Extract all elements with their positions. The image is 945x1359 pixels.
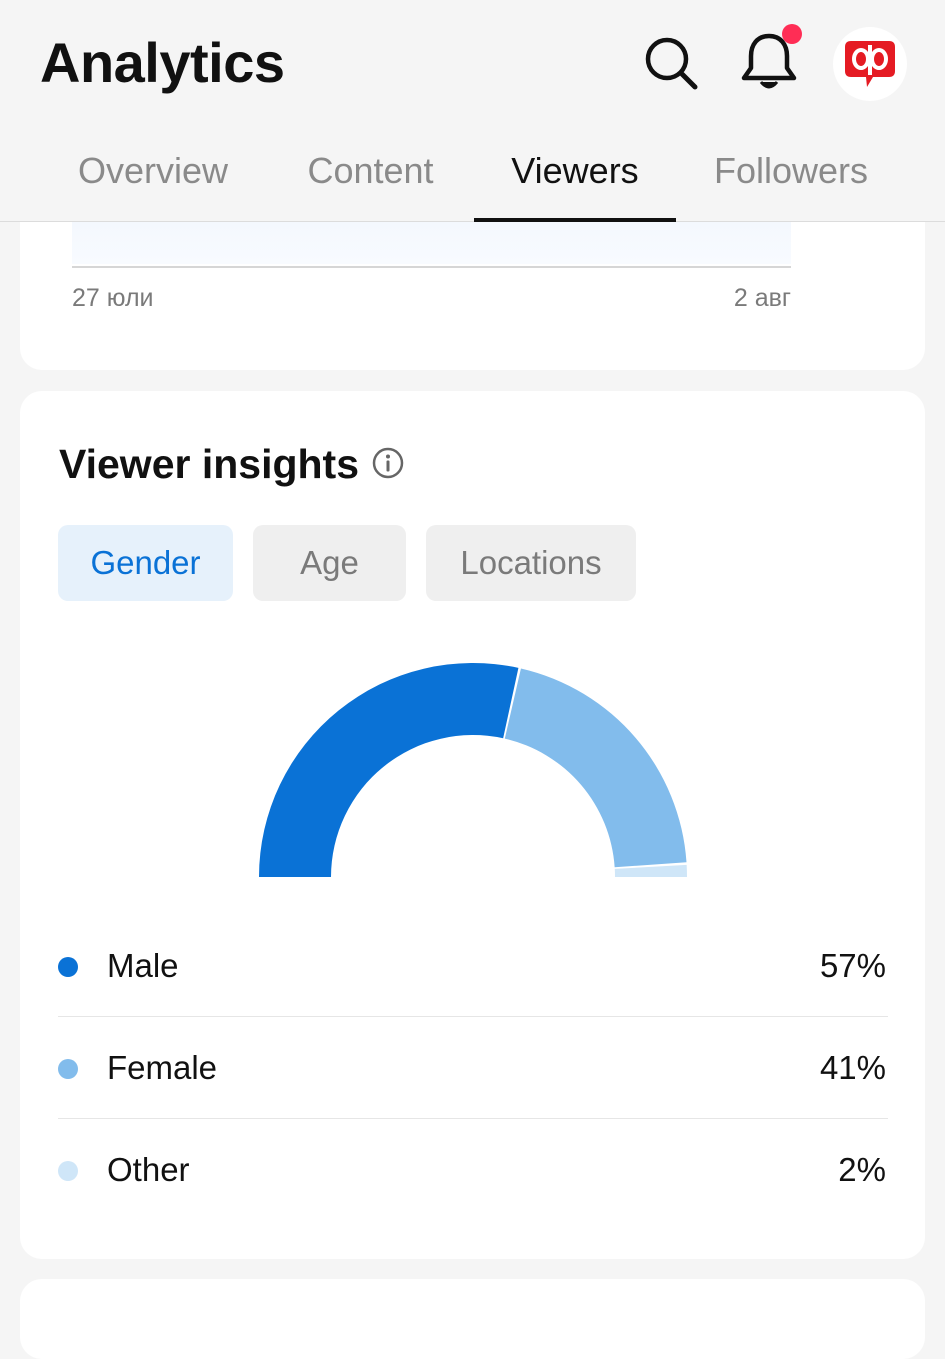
- trend-chart-x-axis: [72, 266, 791, 268]
- legend-value-female: 41%: [819, 1049, 886, 1086]
- filter-chip-age[interactable]: Age: [253, 525, 406, 601]
- tab-content[interactable]: Content: [302, 150, 439, 222]
- gender-semi-donut-chart: [259, 663, 687, 877]
- x-axis-end-label: 2 авг: [733, 284, 791, 312]
- legend-label-other: Other: [107, 1151, 190, 1188]
- chip-label: Age: [300, 544, 359, 581]
- trend-chart-card: 27 юли 2 авг: [20, 222, 925, 370]
- app-header: Analytics Overview Content Viewers: [0, 0, 945, 223]
- legend-value-male: 57%: [819, 947, 886, 984]
- legend-row-other: Other 2%: [58, 1119, 888, 1221]
- trend-chart-area: [72, 222, 791, 264]
- tab-label: Content: [307, 150, 434, 191]
- tab-followers[interactable]: Followers: [710, 150, 872, 222]
- tab-overview[interactable]: Overview: [74, 150, 232, 222]
- notifications-button[interactable]: [738, 24, 802, 94]
- x-axis-start-label: 27 юли: [72, 284, 154, 312]
- section-title: Viewer insights: [59, 441, 360, 487]
- tab-bar: Overview Content Viewers Followers: [0, 140, 945, 223]
- active-tab-indicator: [474, 218, 676, 223]
- avatar[interactable]: [833, 27, 907, 101]
- chip-label: Locations: [460, 544, 602, 581]
- search-button[interactable]: [642, 34, 700, 92]
- filter-chip-gender[interactable]: Gender: [58, 525, 233, 601]
- chip-label: Gender: [90, 544, 201, 581]
- next-card: [20, 1279, 925, 1359]
- donut-slice-male: [259, 663, 519, 877]
- legend-value-other: 2%: [838, 1151, 886, 1188]
- tab-viewers[interactable]: Viewers: [474, 150, 676, 223]
- page-title: Analytics: [40, 31, 285, 94]
- donut-slice-other: [614, 864, 687, 877]
- legend-row-female: Female 41%: [58, 1017, 888, 1119]
- info-icon[interactable]: [372, 447, 404, 479]
- legend-label-male: Male: [107, 947, 179, 984]
- legend-row-male: Male 57%: [58, 915, 888, 1017]
- tab-label: Overview: [77, 150, 229, 191]
- filter-chip-locations[interactable]: Locations: [426, 525, 636, 601]
- tab-label: Followers: [713, 150, 869, 191]
- info-icon-glyph: [372, 447, 404, 479]
- search-icon: [645, 37, 698, 90]
- notification-badge-dot: [782, 24, 802, 44]
- legend-label-female: Female: [107, 1049, 218, 1086]
- brand-logo-icon: [845, 41, 895, 87]
- donut-slice-female: [504, 668, 687, 868]
- legend-dot-other: [58, 1161, 78, 1181]
- legend-dot-male: [58, 957, 78, 977]
- bell-icon: [741, 33, 797, 89]
- viewer-insights-card: Viewer insights Gender Age Locations Mal…: [20, 391, 925, 1259]
- tab-label: Viewers: [511, 150, 639, 191]
- legend-dot-female: [58, 1059, 78, 1079]
